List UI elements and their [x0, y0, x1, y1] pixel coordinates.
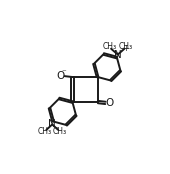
Text: +: +: [122, 44, 129, 53]
Text: ⁻: ⁻: [62, 68, 67, 77]
Text: CH₃: CH₃: [103, 42, 117, 51]
Text: CH₃: CH₃: [38, 127, 52, 136]
Text: O: O: [105, 98, 113, 108]
Text: O: O: [56, 71, 65, 81]
Text: N: N: [114, 50, 122, 60]
Text: CH₃: CH₃: [119, 42, 133, 51]
Text: N: N: [48, 120, 56, 129]
Text: CH₃: CH₃: [53, 127, 67, 136]
